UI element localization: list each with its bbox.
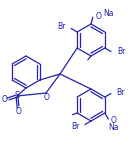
Text: O: O — [44, 92, 50, 102]
Text: O: O — [16, 107, 22, 115]
Text: S: S — [14, 90, 20, 99]
Text: O: O — [110, 116, 116, 125]
Text: O: O — [2, 95, 8, 103]
Text: Br: Br — [72, 122, 80, 131]
Text: Br: Br — [58, 22, 66, 31]
Text: Br: Br — [116, 88, 124, 97]
Text: O: O — [96, 12, 102, 21]
Text: Na: Na — [108, 123, 119, 132]
Text: Na: Na — [103, 9, 113, 18]
Text: Br: Br — [117, 47, 125, 56]
